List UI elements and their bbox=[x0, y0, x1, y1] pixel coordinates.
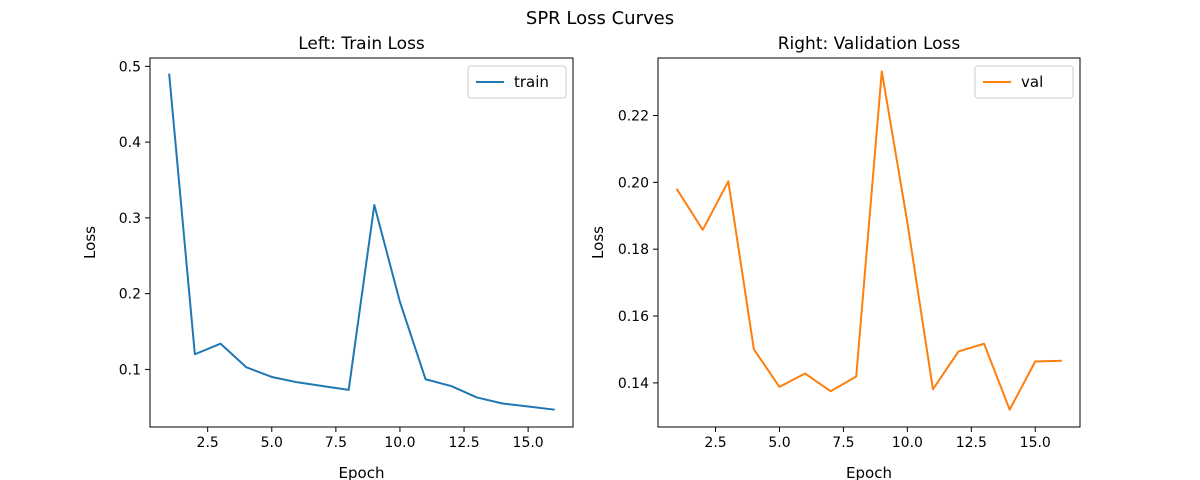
right-chart-panel: Right: Validation Loss 2.5 5.0 7.5 10.0 12.5 1… bbox=[589, 34, 1081, 480]
right-series-line-val bbox=[675, 70, 1062, 411]
left-x-tick-label: 2.5 bbox=[197, 435, 219, 451]
left-plot-frame bbox=[149, 57, 574, 428]
left-y-tick-label: 0.2 bbox=[119, 287, 141, 303]
right-x-tick-label: 15.0 bbox=[1020, 435, 1051, 451]
left-x-tick-label: 12.5 bbox=[448, 435, 479, 451]
left-y-tick-label: 0.4 bbox=[119, 135, 141, 151]
left-y-axis-label: Loss bbox=[81, 226, 99, 259]
right-y-tick-label: 0.16 bbox=[618, 309, 649, 325]
left-x-tick-label: 5.0 bbox=[261, 435, 283, 451]
left-x-tick-label: 10.0 bbox=[384, 435, 415, 451]
left-series-line-train bbox=[168, 73, 555, 411]
right-x-tick-label: 10.0 bbox=[892, 435, 923, 451]
left-legend-label: train bbox=[514, 73, 549, 91]
left-y-tick-label: 0.3 bbox=[119, 211, 141, 227]
left-legend: train bbox=[467, 65, 567, 99]
left-chart-panel: Left: Train Loss 2.5 5.0 7.5 10.0 12.5 15.0 0.1… bbox=[81, 34, 574, 480]
left-y-tick-label: 0.1 bbox=[119, 362, 141, 378]
right-y-tick-label: 0.18 bbox=[618, 242, 649, 258]
right-x-tick-label: 7.5 bbox=[832, 435, 854, 451]
right-y-tick-label: 0.20 bbox=[618, 175, 649, 191]
right-legend-box bbox=[974, 65, 1074, 99]
right-chart-title: Right: Validation Loss bbox=[778, 34, 961, 54]
right-y-tick-label: 0.22 bbox=[618, 108, 649, 124]
left-chart-title: Left: Train Loss bbox=[298, 34, 425, 54]
figure-title: SPR Loss Curves bbox=[526, 8, 674, 29]
right-x-axis-label: Epoch bbox=[846, 464, 892, 480]
right-legend-label: val bbox=[1021, 73, 1043, 91]
right-legend: val bbox=[974, 65, 1074, 99]
left-x-axis-label: Epoch bbox=[339, 464, 385, 480]
left-x-tick-label: 7.5 bbox=[325, 435, 347, 451]
right-x-tick-label: 5.0 bbox=[768, 435, 790, 451]
left-x-tick-label: 15.0 bbox=[513, 435, 544, 451]
right-x-tick-label: 12.5 bbox=[956, 435, 987, 451]
left-y-tick-label: 0.5 bbox=[119, 59, 141, 75]
right-y-axis-label: Loss bbox=[589, 226, 607, 259]
right-plot-frame bbox=[657, 57, 1081, 428]
right-y-tick-label: 0.14 bbox=[618, 376, 649, 392]
right-x-tick-label: 2.5 bbox=[704, 435, 726, 451]
left-legend-box bbox=[467, 65, 567, 99]
